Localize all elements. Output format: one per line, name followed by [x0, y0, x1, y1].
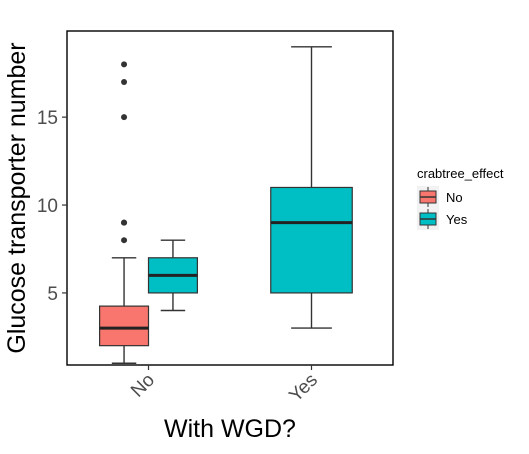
boxes-layer: [98, 46, 353, 364]
y-tick-label: 5: [47, 284, 58, 305]
legend-item-no: No: [417, 186, 463, 208]
outlier-point: [121, 61, 128, 68]
legend-label-no: No: [446, 190, 463, 205]
outlier-point: [121, 114, 128, 121]
x-axis: No Yes: [127, 365, 322, 406]
legend: crabtree_effect No Yes: [417, 166, 504, 230]
x-tick-label: No: [127, 370, 159, 402]
legend-item-yes: Yes: [417, 208, 468, 230]
box-yes-no: [147, 239, 199, 312]
x-tick-label: Yes: [285, 370, 322, 407]
box-iqr: [270, 186, 353, 294]
legend-title: crabtree_effect: [417, 166, 504, 181]
outlier-point: [121, 237, 128, 244]
legend-label-yes: Yes: [446, 212, 468, 227]
box-yes-yes: [270, 46, 353, 329]
y-axis-title: Glucose transporter number: [3, 42, 31, 353]
box-no-no: [98, 61, 150, 364]
y-axis: 5 10 15: [37, 108, 67, 305]
y-tick-label: 10: [37, 196, 58, 217]
box-iqr: [98, 305, 150, 347]
x-axis-title: With WGD?: [164, 415, 296, 443]
y-tick-label: 15: [37, 108, 58, 129]
outlier-point: [121, 219, 128, 226]
outlier-point: [121, 78, 128, 85]
